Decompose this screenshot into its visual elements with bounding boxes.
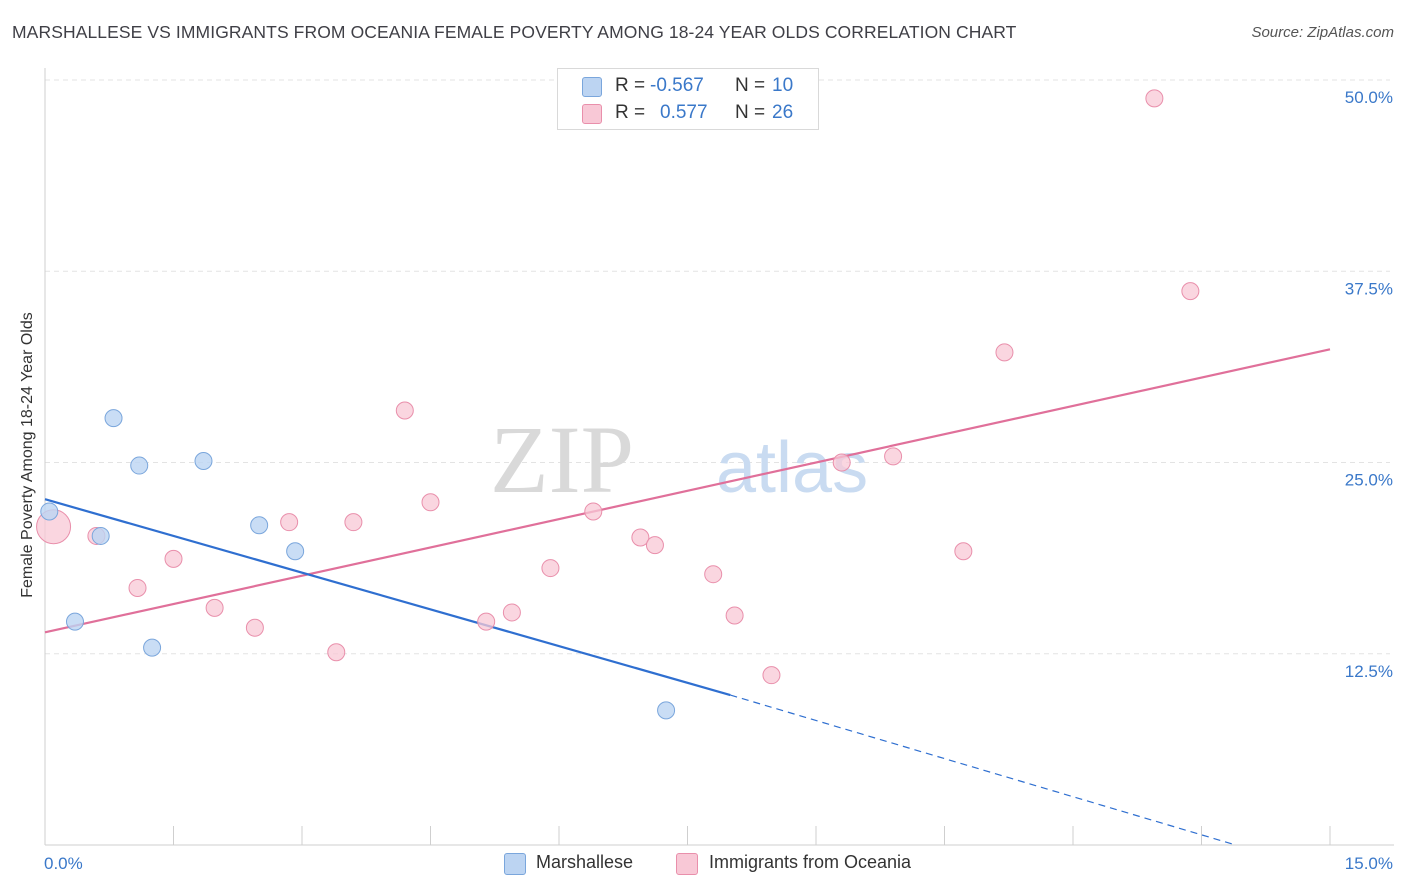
point-oceania — [395, 401, 414, 420]
point-oceania — [954, 542, 973, 561]
point-oceania — [327, 643, 346, 662]
trend-line-oceania — [44, 348, 1331, 634]
legend-swatch-pink — [582, 104, 602, 124]
point-oceania — [164, 549, 183, 568]
point-marshallese — [194, 451, 213, 470]
source-credit: Source: ZipAtlas.com — [1251, 24, 1394, 41]
point-oceania — [541, 559, 560, 578]
point-marshallese — [104, 409, 123, 428]
correlation-legend: R = -0.567 N = 10 R = 0.577 N = 26 — [557, 68, 819, 130]
grid-lines — [45, 79, 1390, 655]
point-marshallese — [143, 638, 162, 657]
legend-r-value: 0.577 — [660, 102, 708, 123]
point-oceania — [344, 513, 363, 532]
point-marshallese — [130, 456, 149, 475]
bottom-legend-swatch-blue — [504, 853, 526, 875]
trend-line-marshallese-extrapolated — [730, 694, 1236, 846]
legend-r-value: -0.567 — [650, 75, 704, 96]
point-oceania — [280, 513, 299, 532]
point-oceania — [884, 447, 903, 466]
point-oceania — [502, 603, 521, 622]
point-oceania — [832, 453, 851, 472]
legend-r-label: R = — [615, 75, 646, 96]
data-points — [36, 89, 1200, 720]
point-marshallese — [657, 701, 676, 720]
y-tick-label: 25.0% — [1345, 471, 1393, 490]
point-oceania — [1181, 282, 1200, 301]
point-oceania — [584, 502, 603, 521]
point-oceania — [995, 343, 1014, 362]
y-tick-label: 12.5% — [1345, 662, 1393, 681]
axes — [44, 68, 1394, 846]
bottom-legend-swatch-pink — [676, 853, 698, 875]
point-oceania — [725, 606, 744, 625]
point-marshallese — [40, 502, 59, 521]
point-oceania — [631, 528, 650, 547]
point-oceania — [128, 578, 147, 597]
point-oceania — [645, 536, 664, 555]
legend-n-value: 26 — [772, 102, 794, 123]
point-oceania — [477, 612, 496, 631]
y-tick-label: 37.5% — [1345, 279, 1393, 298]
point-marshallese — [286, 542, 305, 561]
legend-r-label: R = — [615, 102, 646, 123]
bottom-legend-label: Immigrants from Oceania — [709, 852, 912, 872]
y-tick-label: 50.0% — [1345, 88, 1393, 107]
point-marshallese — [65, 612, 84, 631]
legend-n-label: N = — [735, 75, 766, 96]
point-oceania — [421, 493, 440, 512]
point-oceania — [1145, 89, 1164, 108]
point-oceania — [762, 666, 781, 685]
point-marshallese — [91, 526, 110, 545]
point-marshallese — [250, 516, 269, 535]
point-oceania — [704, 565, 723, 584]
watermark-zip: ZIP — [490, 406, 634, 513]
legend-n-label: N = — [735, 102, 766, 123]
watermark: ZIP atlas — [490, 406, 868, 513]
point-oceania — [245, 618, 264, 637]
tick-labels: 12.5% 25.0% 37.5% 50.0% 0.0% 15.0% — [44, 88, 1393, 873]
trend-lines — [44, 348, 1331, 846]
point-oceania — [205, 598, 224, 617]
chart-title: MARSHALLESE VS IMMIGRANTS FROM OCEANIA F… — [12, 22, 1017, 42]
y-axis-label: Female Poverty Among 18-24 Year Olds — [19, 312, 36, 598]
x-tick-label-max: 15.0% — [1345, 854, 1393, 873]
trend-line-marshallese — [44, 498, 731, 697]
x-tick-label-min: 0.0% — [44, 854, 83, 873]
legend-n-value: 10 — [772, 75, 794, 96]
bottom-legend-label: Marshallese — [536, 852, 634, 872]
legend-swatch-blue — [582, 77, 602, 97]
